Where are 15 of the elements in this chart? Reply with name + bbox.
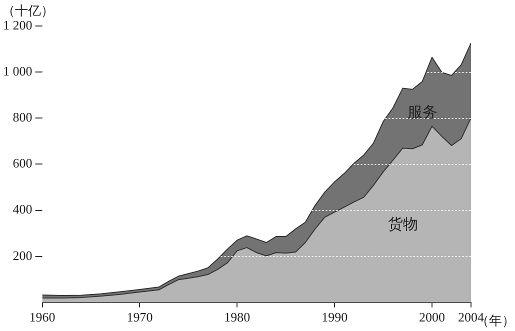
y-tick-label: 400 <box>12 202 32 217</box>
y-axis-title: （十亿） <box>2 2 54 20</box>
y-tick-label: 200 <box>12 248 32 263</box>
y-tick-label: 800 <box>12 110 32 125</box>
y-tick-label: 1 000 <box>3 63 32 78</box>
y-tick-label: 1 200 <box>3 17 32 32</box>
x-tick-label: 1960 <box>29 310 56 325</box>
x-tick-label: 1980 <box>224 310 250 325</box>
y-tick-label: 600 <box>12 156 32 171</box>
x-tick-label: 1970 <box>126 310 153 325</box>
x-tick-label: 2000 <box>419 310 446 325</box>
x-tick-label: 1990 <box>322 310 348 325</box>
x-tick-label: 2004 <box>458 310 484 325</box>
series-label: 货物 <box>388 216 418 234</box>
series-label: 服务 <box>407 104 438 122</box>
